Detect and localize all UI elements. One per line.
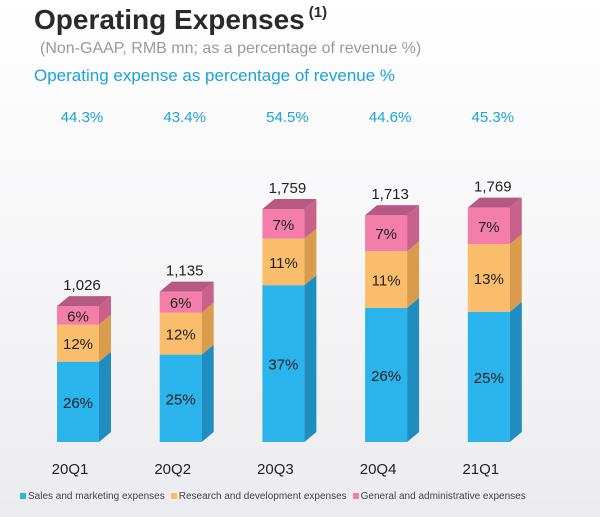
bar-side-2 [201,302,214,355]
legend-label: General and administrative expenses [360,491,526,502]
bar-side-1 [509,301,522,442]
segment-label: 26% [371,368,401,385]
bar-segment-1 [159,354,202,442]
bar-side-1 [201,344,214,442]
x-tick-label: 20Q1 [52,461,89,478]
bar-side-2 [509,234,522,312]
bar-top [365,205,420,216]
segment-label: 6% [170,295,192,312]
legend-swatch [20,493,26,499]
bar-segment-3 [57,306,99,325]
bar-segment-3 [159,291,202,313]
x-tick-label: 20Q2 [154,461,191,478]
bar-side-1 [407,297,420,442]
bar-segment-3 [262,209,305,239]
segment-label: 25% [474,370,504,387]
footnote-marker: (1) [308,4,328,21]
legend-item: Research and development expenses [170,491,347,502]
segment-label: 25% [166,391,196,408]
x-tick-label: 21Q1 [462,461,499,478]
bar-segment-1 [467,311,510,442]
segment-label: 6% [67,308,89,325]
segment-label: 13% [474,271,504,288]
segment-label: 11% [372,273,401,290]
bar-side-3 [509,197,522,245]
bar-side-1 [99,351,111,442]
bar-top [467,197,522,208]
segment-label: 37% [268,357,298,374]
bar-side-3 [99,296,111,325]
bar-segment-1 [365,307,408,442]
bar-segment-2 [262,238,305,286]
bar-segment-1 [57,361,99,442]
bar-side-2 [407,241,420,308]
bar-side-1 [304,275,317,442]
bar-segment-2 [159,312,202,355]
legend-item: General and administrative expenses [352,491,526,502]
total-label: 1,759 [269,180,307,197]
segment-label: 12% [63,336,93,353]
bar-side-3 [201,281,214,313]
x-tick-label: 20Q3 [257,461,294,478]
bar-segment-1 [262,285,305,442]
bar-top [159,281,214,292]
opex-ratio-label: 54.5% [266,109,309,126]
segment-label: 11% [269,255,298,272]
bar-side-2 [99,314,111,362]
total-label: 1,713 [371,186,409,203]
bar-side-3 [407,205,420,252]
opex-ratio-label: 44.6% [369,109,412,126]
page-title: Operating Expenses (1) [34,4,328,35]
segment-label: 12% [166,327,196,344]
bar-top [262,199,317,209]
opex-ratio-label: 44.3% [61,109,104,126]
segment-label: 26% [63,395,93,412]
legend-label: Research and development expenses [178,491,347,502]
bar-segment-3 [467,207,510,245]
segment-label: 7% [375,226,397,243]
segment-label: 7% [478,219,500,236]
total-label: 1,026 [63,277,101,294]
bar-segment-2 [57,324,99,362]
opex-ratio-label: 43.4% [163,109,206,126]
total-label: 1,769 [474,179,512,196]
legend-swatch [170,493,177,499]
bar-segment-3 [365,215,408,252]
legend-label: Sales and marketing expenses [28,491,165,502]
bar-segment-2 [467,244,510,312]
subtitle: (Non-GAAP, RMB mn; as a percentage of re… [40,40,422,57]
x-tick-label: 20Q4 [360,461,397,478]
legend: Sales and marketing expenses Research and… [20,491,526,502]
total-label: 1,135 [166,263,204,280]
legend-item: Sales and marketing expenses [20,491,165,502]
opex-ratio-label: 45.3% [472,109,515,126]
legend-swatch [352,493,359,499]
bar-top [57,296,111,307]
ratio-heading: Operating expense as percentage of reven… [34,66,396,85]
bar-side-2 [304,228,317,286]
segment-label: 7% [273,217,295,234]
bar-segment-2 [365,251,408,308]
bar-side-3 [304,199,317,239]
